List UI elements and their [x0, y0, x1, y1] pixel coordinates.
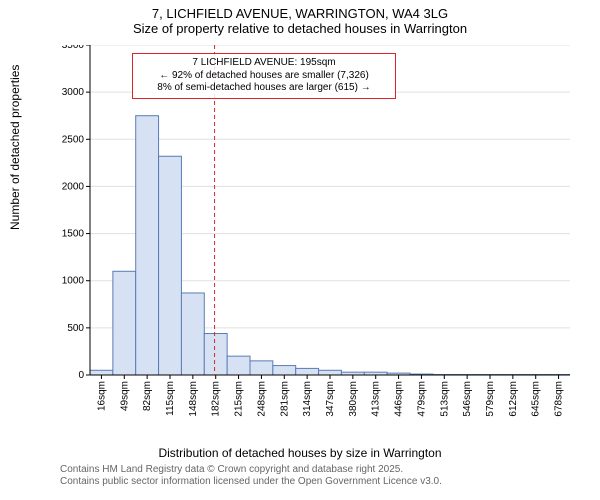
svg-text:148sqm: 148sqm: [188, 381, 199, 417]
svg-text:513sqm: 513sqm: [439, 381, 450, 417]
footer-attribution: Contains HM Land Registry data © Crown c…: [60, 464, 442, 488]
svg-text:546sqm: 546sqm: [462, 381, 473, 417]
svg-text:1500: 1500: [62, 229, 85, 240]
svg-text:2000: 2000: [62, 181, 85, 192]
svg-text:579sqm: 579sqm: [485, 381, 496, 417]
y-axis-label: Number of detached properties: [8, 65, 22, 230]
svg-text:182sqm: 182sqm: [211, 381, 222, 417]
chart-area: 0 500 1000 1500 2000 2500 3000 3500 16sqm 49sqm 82…: [60, 45, 570, 415]
x-axis-label: Distribution of detached houses by size …: [0, 446, 600, 460]
svg-text:281sqm: 281sqm: [279, 381, 290, 417]
svg-text:1000: 1000: [62, 276, 85, 287]
svg-text:380sqm: 380sqm: [348, 381, 359, 417]
histogram-svg: 0 500 1000 1500 2000 2500 3000 3500 16sqm 49sqm 82…: [60, 45, 570, 445]
annotation-line3: 8% of semi-detached houses are larger (6…: [139, 82, 389, 95]
svg-text:2500: 2500: [62, 134, 85, 145]
svg-text:479sqm: 479sqm: [416, 381, 427, 417]
annotation-line2: ← 92% of detached houses are smaller (7,…: [139, 70, 389, 83]
svg-text:49sqm: 49sqm: [119, 381, 130, 411]
annotation-box: 7 LICHFIELD AVENUE: 195sqm ← 92% of deta…: [132, 53, 396, 99]
annotation-line1: 7 LICHFIELD AVENUE: 195sqm: [139, 57, 389, 70]
svg-text:413sqm: 413sqm: [371, 381, 382, 417]
svg-text:82sqm: 82sqm: [142, 381, 153, 411]
svg-text:115sqm: 115sqm: [165, 381, 176, 416]
svg-text:446sqm: 446sqm: [394, 381, 405, 417]
svg-text:248sqm: 248sqm: [256, 381, 267, 417]
svg-text:314sqm: 314sqm: [302, 381, 313, 417]
footer-line2: Contains public sector information licen…: [60, 476, 442, 488]
title-line2: Size of property relative to detached ho…: [0, 21, 600, 36]
footer-line1: Contains HM Land Registry data © Crown c…: [60, 464, 442, 476]
svg-text:347sqm: 347sqm: [325, 381, 336, 417]
svg-text:612sqm: 612sqm: [508, 381, 519, 417]
svg-text:215sqm: 215sqm: [234, 381, 245, 417]
svg-text:3500: 3500: [62, 45, 85, 51]
chart-title-block: 7, LICHFIELD AVENUE, WARRINGTON, WA4 3LG…: [0, 0, 600, 36]
svg-text:678sqm: 678sqm: [554, 381, 565, 417]
svg-text:3000: 3000: [62, 87, 85, 98]
svg-text:16sqm: 16sqm: [96, 381, 107, 411]
svg-text:645sqm: 645sqm: [531, 381, 542, 417]
svg-text:0: 0: [78, 370, 84, 381]
svg-text:500: 500: [67, 323, 84, 334]
title-line1: 7, LICHFIELD AVENUE, WARRINGTON, WA4 3LG: [0, 6, 600, 21]
